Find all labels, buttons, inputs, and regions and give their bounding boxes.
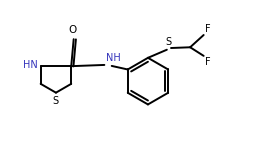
Text: NH: NH [106,53,121,63]
Text: HN: HN [23,60,38,70]
Text: S: S [165,37,171,46]
Text: O: O [68,25,77,35]
Text: F: F [205,57,211,67]
Text: S: S [53,96,59,106]
Text: F: F [205,24,211,34]
